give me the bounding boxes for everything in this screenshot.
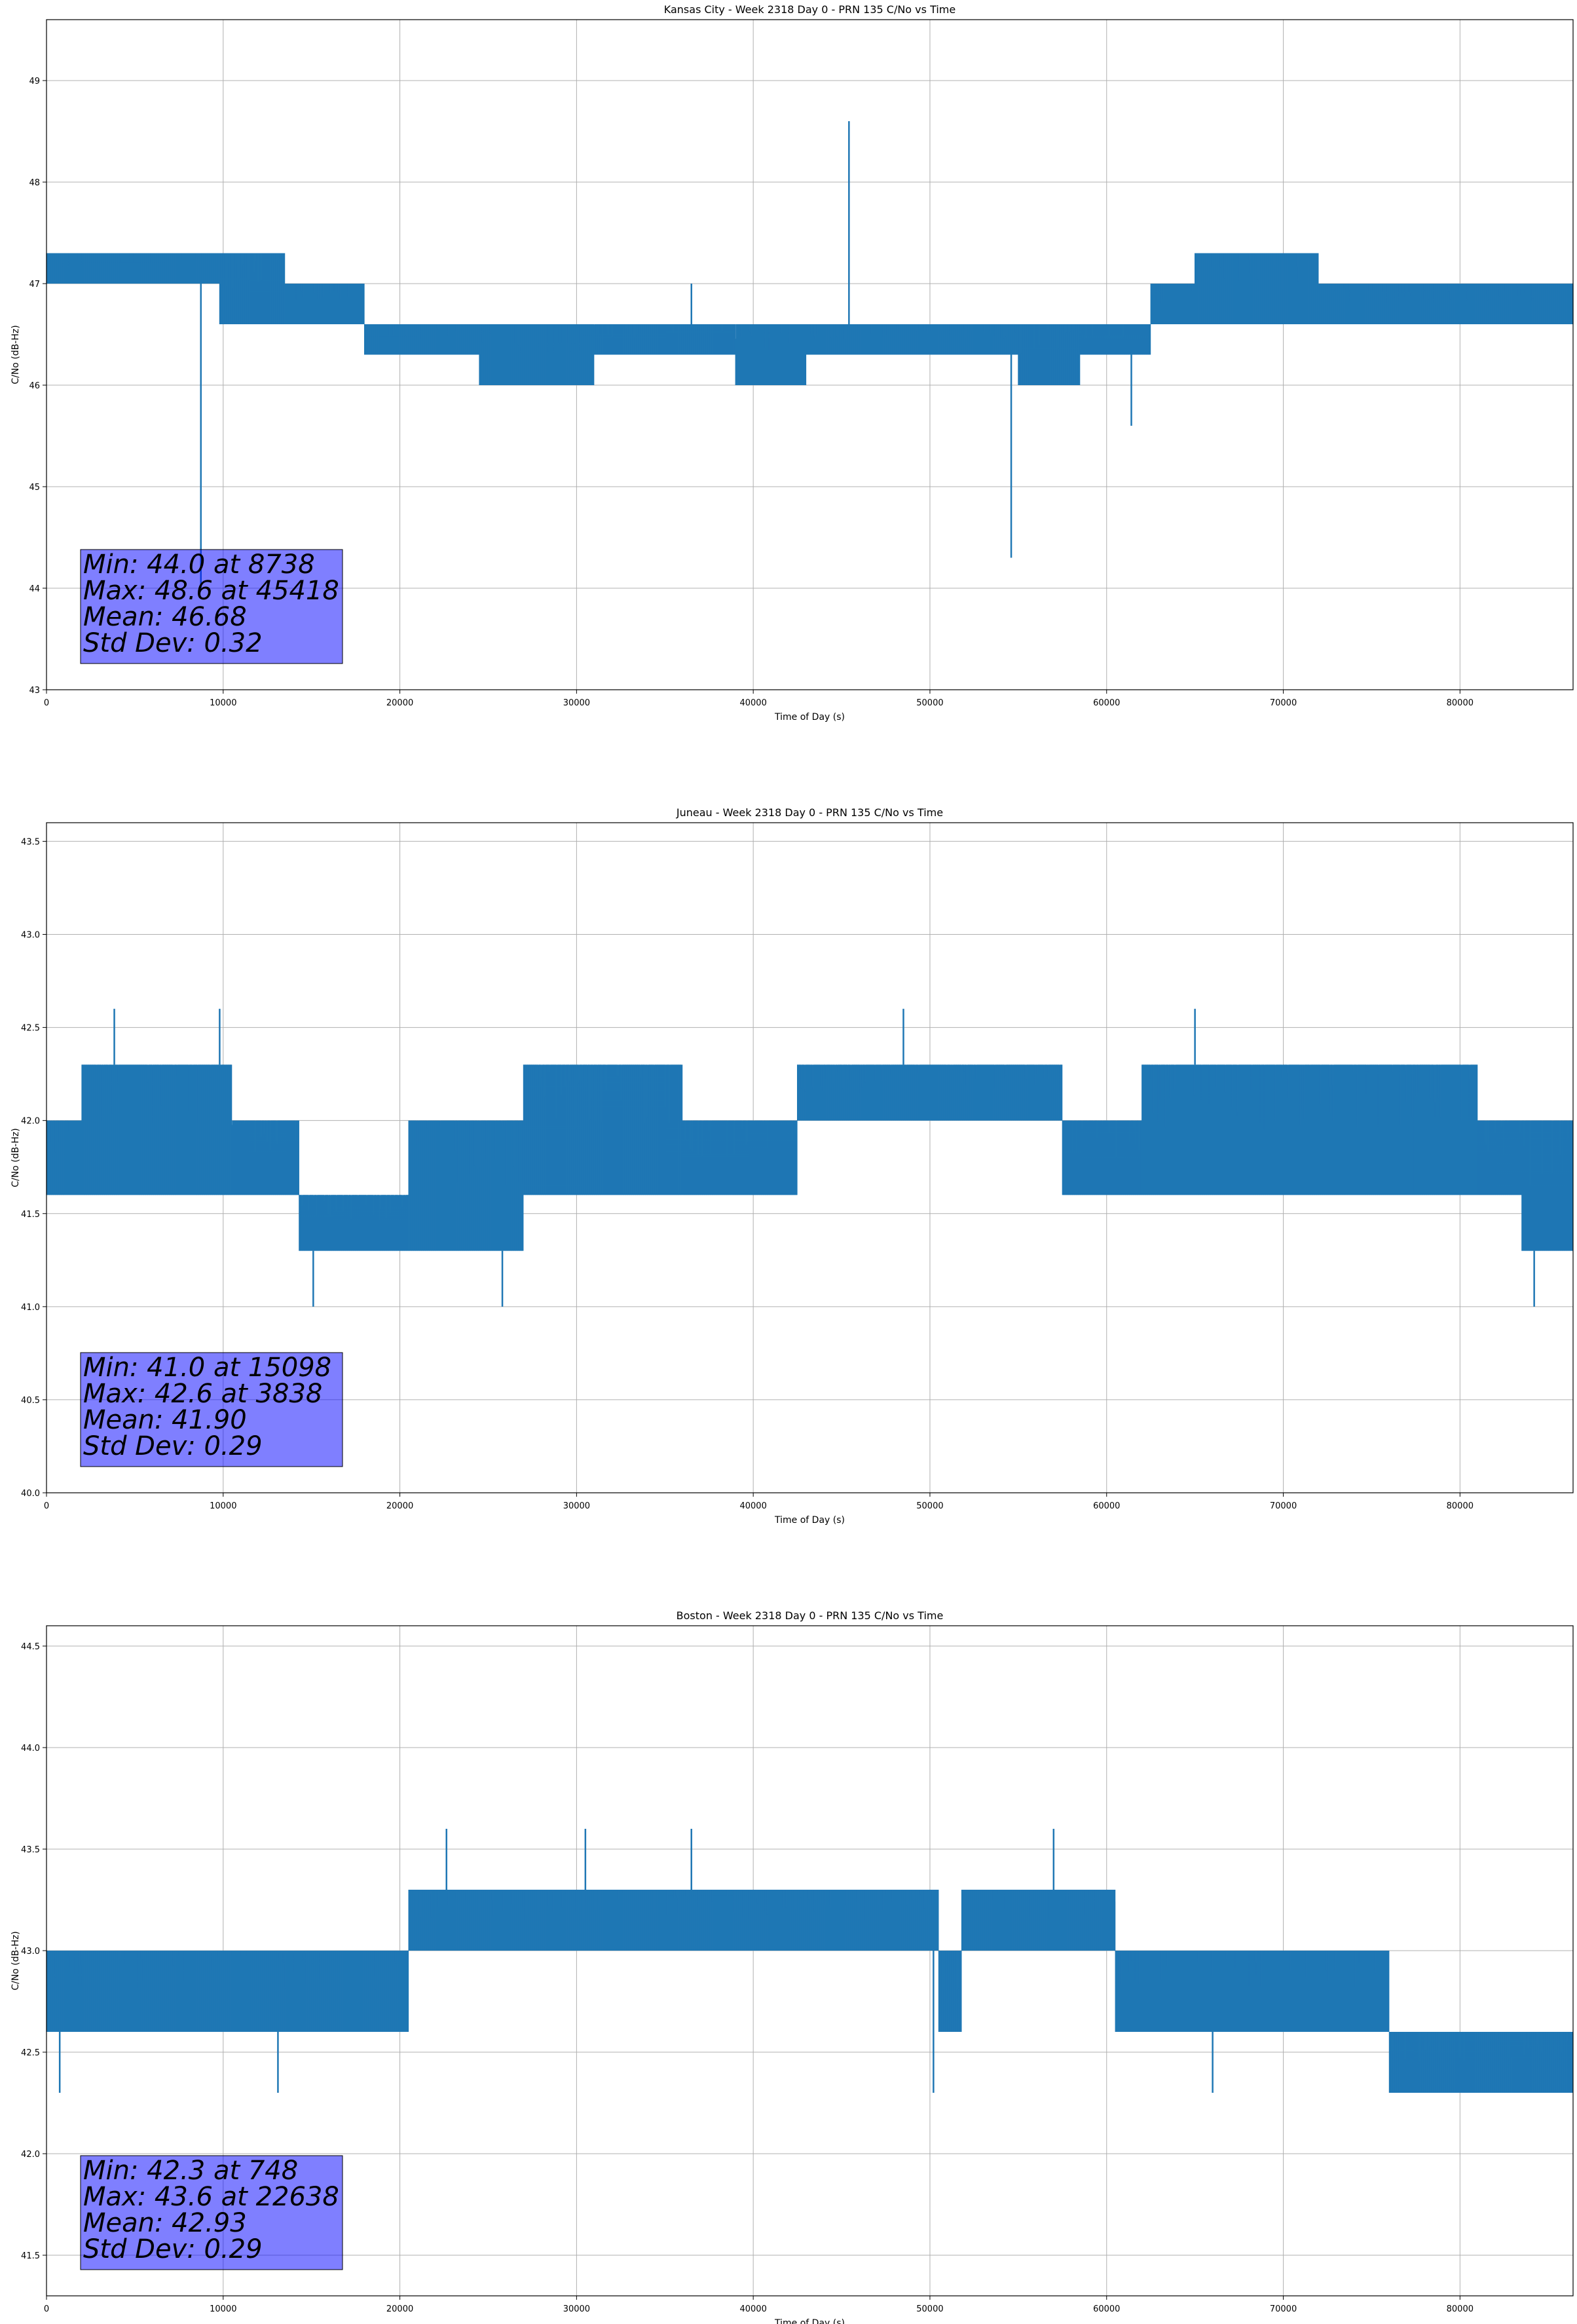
y-tick-label: 40.0 bbox=[21, 1489, 40, 1499]
stats-line: Std Dev: 0.29 bbox=[83, 1431, 263, 1461]
y-tick-label: 43.0 bbox=[21, 1947, 40, 1957]
stats-box bbox=[80, 2155, 343, 2270]
stats-line: Max: 48.6 at 45418 bbox=[83, 576, 339, 606]
x-tick-label: 20000 bbox=[386, 2304, 413, 2314]
y-tick-label: 44.0 bbox=[21, 1744, 40, 1753]
stats-line: Min: 41.0 at 15098 bbox=[83, 1353, 331, 1383]
x-tick-label: 0 bbox=[44, 2304, 49, 2314]
x-tick-label: 20000 bbox=[386, 698, 413, 708]
y-tick-label: 46 bbox=[29, 381, 40, 391]
x-tick-label: 30000 bbox=[563, 698, 590, 708]
chart-title: Juneau - Week 2318 Day 0 - PRN 135 C/No … bbox=[676, 806, 943, 819]
y-tick-label: 43.5 bbox=[21, 837, 40, 847]
data-band-segment bbox=[1062, 1120, 1142, 1195]
x-tick-label: 60000 bbox=[1093, 698, 1120, 708]
x-axis-label: Time of Day (s) bbox=[774, 712, 845, 722]
data-band-segment bbox=[364, 324, 479, 355]
x-tick-label: 10000 bbox=[210, 698, 236, 708]
data-band-segment bbox=[409, 1120, 524, 1251]
stats-line: Mean: 42.93 bbox=[83, 2208, 247, 2238]
x-tick-label: 60000 bbox=[1093, 2304, 1120, 2314]
x-tick-label: 40000 bbox=[739, 698, 766, 708]
y-tick-label: 43.5 bbox=[21, 1845, 40, 1855]
x-tick-label: 80000 bbox=[1447, 2304, 1474, 2314]
stats-line: Std Dev: 0.29 bbox=[83, 2234, 263, 2264]
y-axis-label: C/No (dB-Hz) bbox=[10, 325, 21, 384]
stats-box bbox=[80, 1352, 343, 1467]
data-band-segment bbox=[1477, 1120, 1522, 1195]
y-tick-label: 44 bbox=[29, 584, 40, 594]
stats-box bbox=[80, 549, 343, 664]
subplot-2: 0 10000 20000 30000 40000 50000 60000 70000 8000… bbox=[10, 806, 1574, 1526]
x-tick-label: 50000 bbox=[916, 1501, 943, 1511]
y-tick-label: 48 bbox=[29, 178, 40, 188]
y-tick-label: 43.0 bbox=[21, 931, 40, 941]
stats-line: Max: 42.6 at 3838 bbox=[83, 1379, 322, 1409]
data-band-segment bbox=[285, 284, 365, 324]
x-tick-label: 50000 bbox=[916, 2304, 943, 2314]
stats-line: Min: 44.0 at 8738 bbox=[83, 550, 315, 580]
stats-line: Mean: 46.68 bbox=[83, 602, 247, 632]
chart-title: Kansas City - Week 2318 Day 0 - PRN 135 … bbox=[664, 3, 955, 16]
x-tick-label: 0 bbox=[44, 698, 49, 708]
x-tick-label: 40000 bbox=[739, 2304, 766, 2314]
x-tick-label: 80000 bbox=[1447, 1501, 1474, 1511]
x-tick-label: 60000 bbox=[1093, 1501, 1120, 1511]
axes-frame bbox=[46, 1625, 1574, 2296]
y-tick-label: 47 bbox=[29, 280, 40, 290]
stats-line: Std Dev: 0.32 bbox=[83, 628, 263, 658]
y-tick-label: 42.5 bbox=[21, 2048, 40, 2058]
stats-line: Mean: 41.90 bbox=[83, 1405, 247, 1435]
y-tick-label: 40.5 bbox=[21, 1396, 40, 1406]
axes-frame bbox=[46, 19, 1574, 690]
y-tick-label: 44.5 bbox=[21, 1642, 40, 1652]
data-band-segment bbox=[1151, 284, 1195, 324]
x-axis-label: Time of Day (s) bbox=[774, 1515, 845, 1526]
x-tick-label: 10000 bbox=[210, 1501, 236, 1511]
x-tick-label: 70000 bbox=[1270, 2304, 1297, 2314]
stats-line: Max: 43.6 at 22638 bbox=[83, 2182, 339, 2212]
x-tick-label: 30000 bbox=[563, 2304, 590, 2314]
data-band-segment bbox=[479, 324, 595, 385]
x-tick-label: 10000 bbox=[210, 2304, 236, 2314]
y-tick-label: 41.5 bbox=[21, 2251, 40, 2261]
y-tick-label: 45 bbox=[29, 483, 40, 493]
x-tick-label: 50000 bbox=[916, 698, 943, 708]
x-tick-label: 20000 bbox=[386, 1501, 413, 1511]
x-axis-label: Time of Day (s) bbox=[774, 2318, 845, 2324]
x-tick-label: 30000 bbox=[563, 1501, 590, 1511]
x-tick-label: 80000 bbox=[1447, 698, 1474, 708]
stats-line: Min: 42.3 at 748 bbox=[83, 2156, 298, 2186]
x-tick-label: 70000 bbox=[1270, 1501, 1297, 1511]
y-tick-label: 41.0 bbox=[21, 1303, 40, 1313]
y-axis-label: C/No (dB-Hz) bbox=[10, 1128, 21, 1187]
y-tick-label: 49 bbox=[29, 77, 40, 86]
y-tick-label: 42.5 bbox=[21, 1024, 40, 1034]
x-tick-label: 70000 bbox=[1270, 698, 1297, 708]
y-tick-label: 41.5 bbox=[21, 1210, 40, 1220]
y-tick-label: 43 bbox=[29, 686, 40, 696]
x-tick-label: 0 bbox=[44, 1501, 49, 1511]
y-tick-label: 42.0 bbox=[21, 2150, 40, 2160]
y-tick-label: 42.0 bbox=[21, 1117, 40, 1127]
y-axis-label: C/No (dB-Hz) bbox=[10, 1931, 21, 1990]
axes-frame bbox=[46, 822, 1574, 1493]
data-band-segment bbox=[1018, 324, 1081, 385]
x-tick-label: 40000 bbox=[739, 1501, 766, 1511]
chart-title: Boston - Week 2318 Day 0 - PRN 135 C/No … bbox=[677, 1609, 944, 1622]
subplot-3: 0 10000 20000 30000 40000 50000 60000 70000 8000… bbox=[10, 1609, 1574, 2324]
subplot-1: 0 10000 20000 30000 40000 50000 60000 70000 8000… bbox=[10, 3, 1574, 722]
